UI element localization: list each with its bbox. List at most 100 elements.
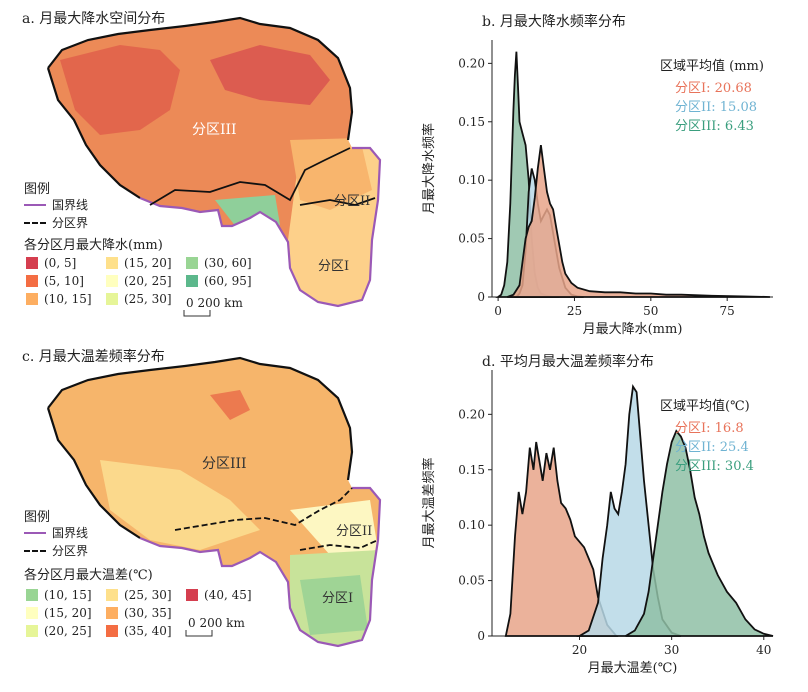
- legend-class-item: (30, 35]: [106, 606, 172, 620]
- legend-color-swatch: [26, 607, 38, 619]
- legend-class-item: (10, 15]: [26, 588, 92, 602]
- legend-class-label: (40, 45]: [204, 588, 252, 602]
- legend-class-item: (20, 25]: [26, 624, 92, 638]
- map-c-outline-west: [46, 407, 141, 539]
- map-a-zone-label-1: 分区I: [318, 259, 349, 274]
- legend-color-swatch: [106, 275, 118, 287]
- legend-color-swatch: [26, 625, 38, 637]
- legend-color-swatch: [106, 589, 118, 601]
- legend-class-label: (10, 15]: [44, 292, 92, 306]
- map-c-green-region: [300, 575, 368, 635]
- legend-class-item: (25, 30]: [106, 588, 172, 602]
- x-tick-label: 50: [643, 304, 658, 318]
- y-tick-label: 0.10: [458, 173, 485, 187]
- legend-class-label: (25, 30]: [124, 292, 172, 306]
- map-c-zone-label-3: 分区III: [202, 456, 247, 472]
- legend-class-item: (30, 60]: [186, 256, 252, 270]
- panel-c-scale-tick: [185, 630, 213, 637]
- map-c-yellow-region: [100, 460, 260, 550]
- border-line-swatch: [24, 531, 46, 534]
- legend-color-swatch: [26, 293, 38, 305]
- map-a-outline-north: [47, 16, 354, 141]
- panel-c-map: 分区III 分区II 分区I: [46, 356, 382, 648]
- legend-class-item: (0, 5]: [26, 256, 76, 270]
- map-c-zone-label-1: 分区I: [322, 591, 353, 606]
- legend-title: 区域平均值 (mm): [660, 58, 764, 74]
- legend-class-label: (10, 15]: [44, 588, 92, 602]
- legend-color-swatch: [26, 257, 38, 269]
- legend-zone-boundary-label: 分区界: [52, 544, 89, 558]
- y-tick-label: 0.05: [458, 232, 485, 246]
- legend-color-swatch: [186, 257, 198, 269]
- map-a-zone-boundary-1: [149, 147, 351, 206]
- legend-entry-zone2: 分区II: 25.4: [675, 440, 749, 455]
- x-tick-label: 75: [720, 304, 735, 318]
- y-tick-label: 0.05: [458, 574, 485, 588]
- panel-a-class-title: 各分区月最大降水(mm): [24, 238, 163, 253]
- y-tick-label: 0.15: [458, 463, 485, 477]
- legend-color-swatch: [106, 607, 118, 619]
- map-c-outline-north: [47, 356, 354, 481]
- legend-class-label: (0, 5]: [44, 256, 77, 270]
- legend-class-label: (20, 25]: [124, 274, 172, 288]
- legend-class-item: (60, 95]: [186, 274, 252, 288]
- legend-entry-zone3: 分区III: 30.4: [675, 459, 754, 474]
- map-a-outline-west: [46, 67, 141, 199]
- x-axis-label: 月最大降水(mm): [583, 322, 683, 337]
- legend-class-label: (20, 25]: [44, 624, 92, 638]
- map-c-zone-label-2: 分区II: [336, 524, 372, 539]
- legend-entry-zone1: 分区I: 20.68: [675, 81, 752, 96]
- legend-border-label: 国界线: [52, 198, 89, 212]
- legend-color-swatch: [106, 625, 118, 637]
- x-tick-label: 40: [756, 643, 771, 657]
- border-line-swatch: [24, 203, 46, 206]
- map-c-national-border: [139, 486, 382, 648]
- scale-label: 0 200 km: [188, 616, 245, 630]
- legend-class-label: (5, 10]: [44, 274, 84, 288]
- legend-class-item: (15, 20]: [26, 606, 92, 620]
- map-a-zone-label-2: 分区II: [334, 194, 370, 209]
- chart-b: b. 月最大降水频率分布 0 0.05 0.10 0.15 0.20 0 25 50 75 月最大降…: [421, 13, 773, 337]
- legend-class-label: (30, 60]: [204, 256, 252, 270]
- y-tick-label: 0.20: [458, 56, 485, 70]
- panel-c-legend-border: 国界线: [24, 524, 88, 541]
- map-a-zone-boundary-2: [299, 197, 376, 206]
- legend-zone-boundary-label: 分区界: [52, 216, 89, 230]
- y-tick-label: 0.15: [458, 115, 485, 129]
- y-tick-label: 0.10: [458, 518, 485, 532]
- legend-class-label: (30, 35]: [124, 606, 172, 620]
- x-tick-label: 25: [567, 304, 582, 318]
- panel-c-scale-bar: 0 200 km: [188, 616, 245, 630]
- chart-title: d. 平均月最大温差频率分布: [482, 353, 654, 370]
- y-tick-label: 0.20: [458, 407, 485, 421]
- map-a-red-region-north: [210, 45, 330, 105]
- legend-class-label: (15, 20]: [124, 256, 172, 270]
- y-tick-label: 0: [477, 290, 485, 304]
- panel-a-legend-title: 图例: [24, 182, 51, 197]
- y-tick-label: 0: [477, 629, 485, 643]
- legend-color-swatch: [186, 589, 198, 601]
- panel-a-scale-bar: 0 200 km: [186, 296, 243, 310]
- zone-boundary-swatch: [24, 549, 46, 552]
- legend-color-swatch: [106, 293, 118, 305]
- map-a-zone2-fill: [290, 138, 372, 210]
- legend-color-swatch: [26, 275, 38, 287]
- map-a-red-region-west: [60, 45, 180, 135]
- legend-border-label: 国界线: [52, 526, 89, 540]
- legend-color-swatch: [106, 257, 118, 269]
- map-a-national-border: [139, 146, 382, 308]
- legend-class-label: (15, 20]: [44, 606, 92, 620]
- zone-boundary-swatch: [24, 221, 46, 224]
- panel-a-legend-border: 国界线: [24, 196, 88, 213]
- legend-class-item: (20, 25]: [106, 274, 172, 288]
- legend-class-item: (40, 45]: [186, 588, 252, 602]
- panel-a-legend-zone-boundary: 分区界: [24, 214, 88, 231]
- map-c-zone-boundary-2: [299, 539, 379, 551]
- legend-class-label: (35, 40]: [124, 624, 172, 638]
- map-c-zone2-fill: [290, 500, 378, 555]
- legend-class-item: (25, 30]: [106, 292, 172, 306]
- density-area-zone1: [506, 144, 770, 298]
- legend-class-label: (60, 95]: [204, 274, 252, 288]
- panel-c-title: c. 月最大温差频率分布: [22, 349, 165, 365]
- scale-label: 0 200 km: [186, 296, 243, 310]
